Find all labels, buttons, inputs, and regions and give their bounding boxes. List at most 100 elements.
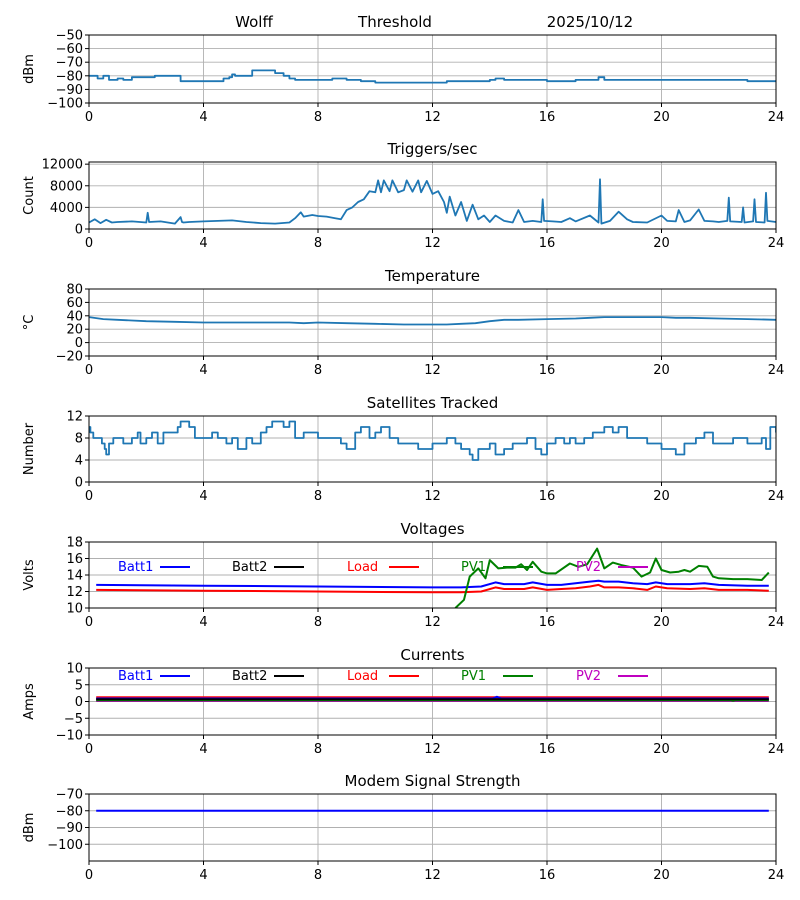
y-tick-label: 18 [66, 536, 83, 551]
panel-satellites: 0 4 8 12 16 20 24 0 4 8 12 Number Satellites Tracked [22, 394, 784, 504]
legend-label-pv1: PV1 [461, 560, 486, 575]
header-date: 2025/10/12 [547, 13, 633, 31]
y-tick-label: −80 [56, 804, 83, 819]
y-tick-label: −70 [56, 56, 83, 71]
y-tick-label: 10 [66, 602, 83, 617]
x-tick-label: 24 [768, 489, 785, 504]
x-tick-label: 8 [314, 489, 322, 504]
y-axis-label: Number [22, 422, 37, 475]
y-axis-label: Volts [22, 559, 37, 591]
x-tick-label: 20 [653, 489, 670, 504]
x-tick-label: 0 [85, 615, 93, 630]
x-tick-label: 16 [539, 615, 556, 630]
legend-label-load: Load [347, 560, 378, 575]
y-tick-label: 0 [75, 223, 83, 238]
series-triggers-triggers [89, 178, 776, 225]
legend-label-load: Load [347, 669, 378, 684]
legend-label-batt1: Batt1 [118, 560, 153, 575]
series-satellites-satellites [89, 420, 776, 461]
y-tick-label: −90 [56, 83, 83, 98]
x-tick-label: 12 [424, 615, 441, 630]
x-tick-label: 0 [85, 110, 93, 125]
x-tick-label: 16 [539, 236, 556, 251]
x-tick-label: 20 [653, 363, 670, 378]
series-threshold-threshold [89, 69, 776, 84]
y-tick-label: −70 [56, 788, 83, 803]
x-tick-label: 12 [424, 742, 441, 757]
x-tick-label: 20 [653, 110, 670, 125]
y-tick-label: 8 [75, 432, 83, 447]
y-tick-label: 4 [75, 454, 83, 469]
x-tick-label: 16 [539, 363, 556, 378]
x-tick-label: 4 [199, 236, 207, 251]
x-tick-label: 16 [539, 110, 556, 125]
y-tick-label: 20 [66, 323, 83, 338]
y-tick-label: 5 [75, 678, 83, 693]
y-tick-label: 12000 [42, 158, 83, 173]
y-tick-label: 80 [66, 283, 83, 298]
y-tick-label: 12 [66, 585, 83, 600]
legend-label-batt2: Batt2 [232, 560, 267, 575]
x-tick-label: 24 [768, 236, 785, 251]
x-tick-label: 0 [85, 489, 93, 504]
legend-label-batt1: Batt1 [118, 669, 153, 684]
x-tick-label: 4 [199, 742, 207, 757]
header-mode: Threshold [357, 13, 432, 31]
x-tick-label: 4 [199, 363, 207, 378]
x-tick-label: 12 [424, 110, 441, 125]
y-tick-label: −10 [56, 729, 83, 744]
header-station: Wolff [235, 13, 273, 31]
x-tick-label: 12 [424, 236, 441, 251]
x-tick-label: 4 [199, 110, 207, 125]
x-tick-label: 8 [314, 236, 322, 251]
x-tick-label: 12 [424, 363, 441, 378]
y-tick-label: 16 [66, 552, 83, 567]
panel-title: Voltages [400, 520, 464, 538]
y-axis-label: Amps [22, 683, 37, 720]
x-tick-label: 8 [314, 742, 322, 757]
y-tick-label: 4000 [50, 201, 83, 216]
x-tick-label: 8 [314, 615, 322, 630]
y-axis-label: dBm [22, 54, 37, 84]
y-tick-label: 0 [75, 476, 83, 491]
x-tick-label: 8 [314, 868, 322, 883]
y-tick-label: −80 [56, 69, 83, 84]
panel-title: Triggers/sec [387, 140, 478, 158]
x-tick-label: 4 [199, 489, 207, 504]
x-tick-label: 16 [539, 742, 556, 757]
x-tick-label: 8 [314, 110, 322, 125]
x-tick-label: 20 [653, 868, 670, 883]
legend-label-pv2: PV2 [576, 560, 601, 575]
y-tick-label: −100 [47, 838, 83, 853]
panel-modem: 0 4 8 12 16 20 24 −100 −90 −80−70 dBm Modem Signal … [22, 772, 784, 883]
x-tick-label: 16 [539, 868, 556, 883]
series-voltages-load [96, 583, 769, 594]
x-tick-label: 24 [768, 363, 785, 378]
x-tick-label: 20 [653, 236, 670, 251]
y-tick-label: −5 [64, 712, 83, 727]
y-tick-label: −50 [56, 29, 83, 44]
y-tick-label: 14 [66, 569, 83, 584]
legend-label-batt2: Batt2 [232, 669, 267, 684]
x-tick-label: 12 [424, 868, 441, 883]
series-currents-pv1 [96, 699, 769, 702]
x-tick-label: 24 [768, 110, 785, 125]
y-tick-label: 0 [75, 695, 83, 710]
y-axis-label: dBm [22, 813, 37, 843]
y-tick-label: 40 [66, 309, 83, 324]
panel-title: Satellites Tracked [367, 394, 498, 412]
x-tick-label: 24 [768, 742, 785, 757]
x-tick-label: 0 [85, 363, 93, 378]
panel-triggers: 0 4 8 12 16 20 24 0 4000 8000 12000 Count Triggers/s… [22, 140, 784, 251]
x-tick-label: 4 [199, 868, 207, 883]
panel-threshold: 0 4 8 12 16 20 24 −100−90−80−70−60−50 dBm [22, 29, 784, 126]
panel-title: Temperature [384, 267, 480, 285]
y-tick-label: −100 [47, 97, 83, 112]
y-tick-label: −90 [56, 821, 83, 836]
x-tick-label: 12 [424, 489, 441, 504]
y-tick-label: 0 [75, 336, 83, 351]
y-tick-label: −60 [56, 42, 83, 57]
